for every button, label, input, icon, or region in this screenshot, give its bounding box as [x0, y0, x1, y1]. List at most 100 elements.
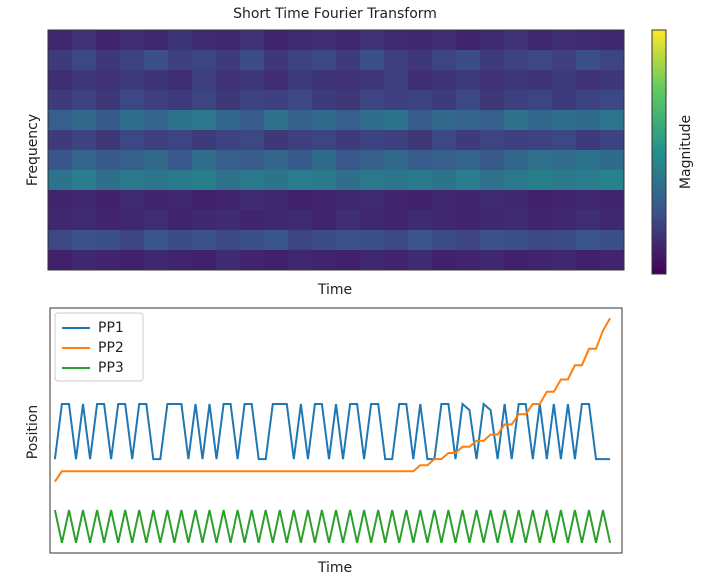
heatmap-cell: [312, 210, 337, 231]
heatmap-cell: [264, 90, 289, 111]
heatmap-cell: [600, 30, 625, 51]
heatmap-cell: [264, 110, 289, 131]
heatmap-cell: [480, 190, 505, 211]
heatmap-cell: [600, 210, 625, 231]
heatmap-cell: [72, 30, 97, 51]
heatmap-cell: [288, 190, 313, 211]
heatmap-cell: [336, 190, 361, 211]
heatmap-cell: [216, 90, 241, 111]
heatmap-cell: [144, 150, 169, 171]
heatmap-cell: [528, 230, 553, 251]
heatmap-cell: [600, 230, 625, 251]
heatmap-cell: [72, 150, 97, 171]
heatmap-cell: [480, 250, 505, 271]
heatmap-cell: [552, 150, 577, 171]
heatmap-cell: [216, 250, 241, 271]
heatmap-cell: [384, 250, 409, 271]
heatmap-cell: [48, 70, 73, 91]
heatmap-cell: [360, 50, 385, 71]
series-line: [53, 402, 611, 461]
heatmap-cell: [120, 30, 145, 51]
heatmap-cell: [552, 170, 577, 191]
heatmap-cell: [480, 110, 505, 131]
heatmap-cell: [504, 150, 529, 171]
heatmap-cell: [456, 190, 481, 211]
heatmap-cell: [480, 30, 505, 51]
heatmap-cell: [384, 50, 409, 71]
heatmap-cell: [432, 130, 457, 151]
heatmap-cell: [144, 90, 169, 111]
heatmap-cell: [240, 130, 265, 151]
heatmap-cell: [600, 50, 625, 71]
heatmap-cell: [168, 210, 193, 231]
heatmap-cell: [384, 70, 409, 91]
heatmap-cell: [168, 90, 193, 111]
heatmap-cell: [360, 230, 385, 251]
y-axis-label: Frequency: [25, 114, 41, 186]
heatmap-cell: [72, 230, 97, 251]
x-axis-label: Time: [317, 282, 352, 298]
heatmap-cell: [168, 230, 193, 251]
heatmap-cell: [288, 50, 313, 71]
heatmap-cell: [144, 50, 169, 71]
heatmap-cell: [72, 190, 97, 211]
heatmap-cell: [576, 70, 601, 91]
heatmap-cell: [336, 150, 361, 171]
heatmap-cell: [504, 110, 529, 131]
heatmap-cell: [504, 170, 529, 191]
heatmap-cell: [144, 250, 169, 271]
heatmap-cell: [288, 170, 313, 191]
heatmap-cell: [120, 110, 145, 131]
heatmap-cell: [48, 50, 73, 71]
heatmap-cell: [480, 50, 505, 71]
heatmap-cell: [48, 230, 73, 251]
heatmap-cell: [552, 70, 577, 91]
heatmap-cell: [336, 30, 361, 51]
heatmap-cell: [312, 250, 337, 271]
heatmap-cell: [312, 150, 337, 171]
x-axis-label: Time: [317, 560, 352, 576]
heatmap-cell: [96, 30, 121, 51]
heatmap-cell: [216, 210, 241, 231]
heatmap-cell: [600, 130, 625, 151]
heatmap-cell: [288, 30, 313, 51]
heatmap-cell: [192, 170, 217, 191]
heatmap-cell: [408, 70, 433, 91]
heatmap-cell: [600, 110, 625, 131]
heatmap-cell: [576, 170, 601, 191]
heatmap-cell: [384, 90, 409, 111]
heatmap-cell: [408, 30, 433, 51]
heatmap-cell: [456, 170, 481, 191]
heatmap-cell: [216, 190, 241, 211]
heatmap-cell: [96, 150, 121, 171]
heatmap-cell: [528, 210, 553, 231]
heatmap-cell: [576, 90, 601, 111]
heatmap-cell: [192, 190, 217, 211]
heatmap-cell: [600, 170, 625, 191]
heatmap-cell: [96, 190, 121, 211]
heatmap-cell: [480, 210, 505, 231]
heatmap-cell: [336, 50, 361, 71]
heatmap-cell: [384, 170, 409, 191]
heatmap-cell: [504, 230, 529, 251]
heatmap-cell: [120, 150, 145, 171]
heatmap-cell: [576, 150, 601, 171]
heatmap-cell: [480, 170, 505, 191]
heatmap-cell: [312, 170, 337, 191]
heatmap-cell: [528, 150, 553, 171]
heatmap-cell: [168, 70, 193, 91]
heatmap-cell: [576, 250, 601, 271]
heatmap-cell: [192, 90, 217, 111]
heatmap-cell: [336, 170, 361, 191]
heatmap-cell: [240, 50, 265, 71]
heatmap-cell: [408, 110, 433, 131]
heatmap-cell: [312, 130, 337, 151]
heatmap-cell: [120, 190, 145, 211]
heatmap-cell: [576, 230, 601, 251]
heatmap-cell: [120, 90, 145, 111]
heatmap-cell: [96, 250, 121, 271]
heatmap-cell: [432, 210, 457, 231]
heatmap-cell: [216, 70, 241, 91]
heatmap-cell: [312, 30, 337, 51]
heatmap-cell: [72, 50, 97, 71]
